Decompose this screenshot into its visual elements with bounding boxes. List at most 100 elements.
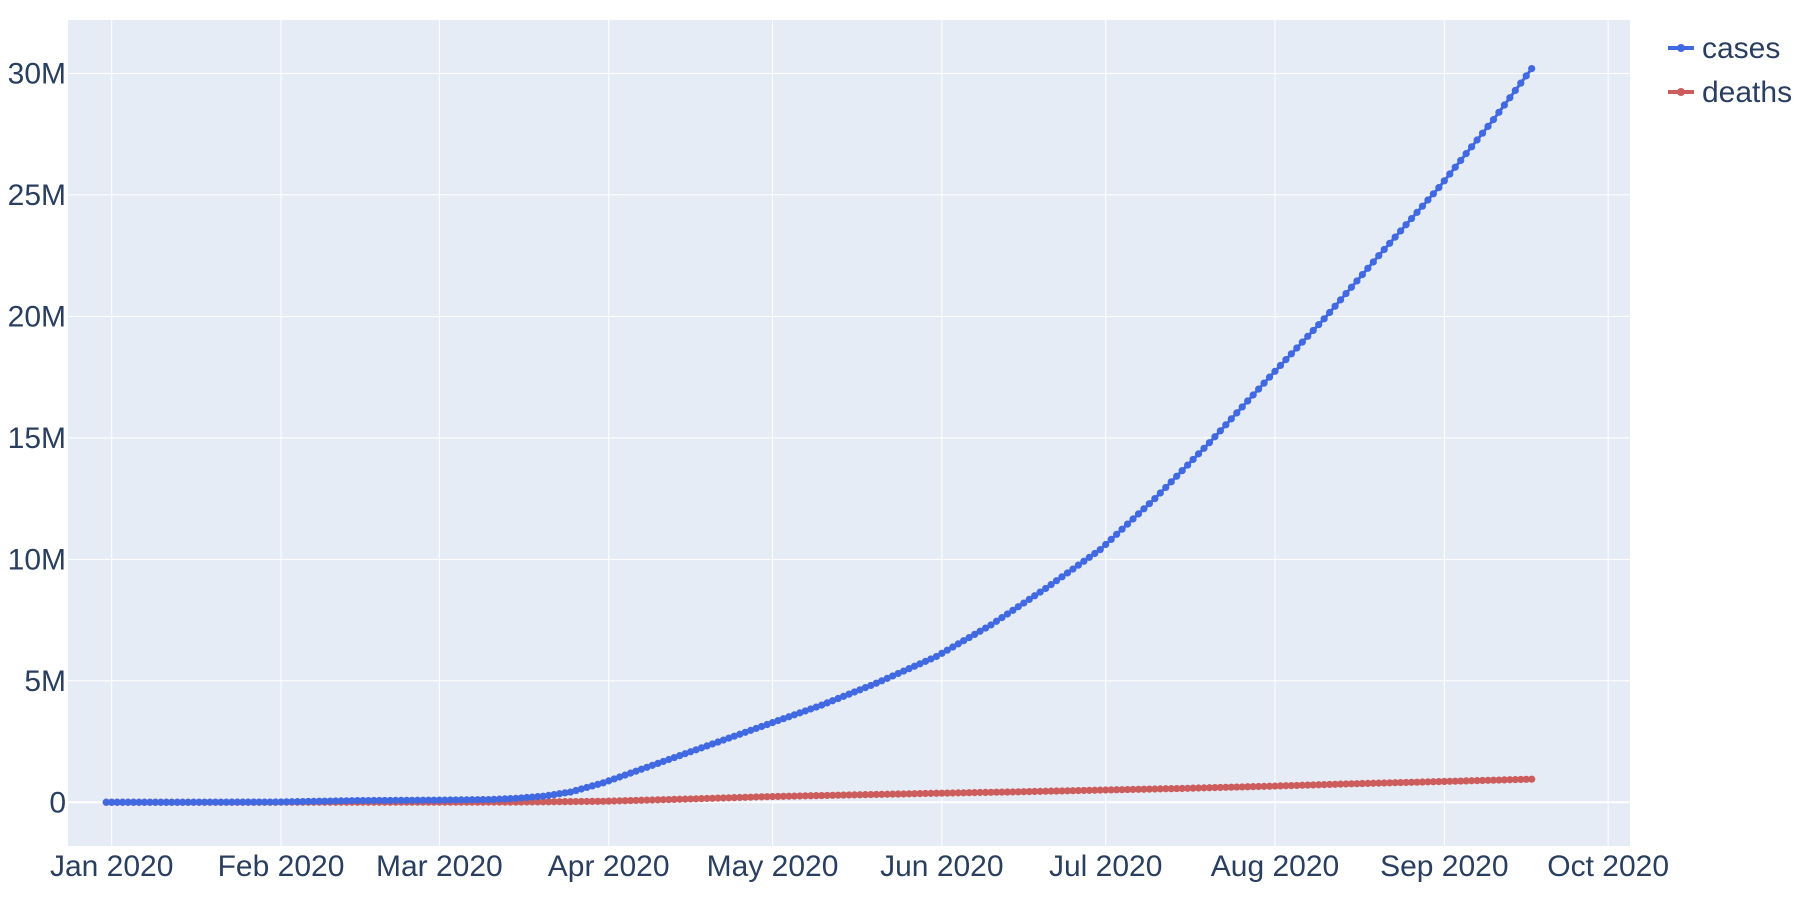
data-point bbox=[113, 798, 121, 806]
data-point bbox=[588, 797, 596, 806]
data-point bbox=[736, 793, 744, 802]
data-point bbox=[1216, 427, 1224, 435]
data-point bbox=[566, 798, 575, 806]
data-point bbox=[1446, 170, 1454, 178]
data-point bbox=[998, 614, 1006, 622]
data-point bbox=[1074, 786, 1082, 795]
data-point bbox=[1249, 783, 1257, 791]
data-point bbox=[129, 798, 138, 806]
data-point bbox=[714, 738, 722, 746]
data-point bbox=[1315, 321, 1323, 329]
data-point bbox=[1052, 787, 1061, 795]
data-point bbox=[1265, 782, 1274, 790]
data-point bbox=[1096, 786, 1104, 794]
data-point bbox=[834, 694, 842, 703]
data-point bbox=[1495, 776, 1503, 784]
y-tick-label: 15M bbox=[8, 422, 66, 455]
data-point bbox=[774, 792, 782, 801]
data-point bbox=[676, 752, 684, 760]
data-point bbox=[1304, 781, 1312, 789]
legend[interactable]: cases deaths bbox=[1668, 32, 1792, 109]
data-point bbox=[845, 690, 853, 698]
data-point bbox=[108, 798, 116, 806]
data-point bbox=[1457, 156, 1465, 165]
data-point bbox=[981, 624, 990, 632]
data-point bbox=[1031, 787, 1039, 796]
data-point bbox=[823, 791, 831, 800]
data-point bbox=[304, 797, 312, 806]
data-point bbox=[861, 684, 869, 692]
data-point bbox=[1391, 779, 1399, 787]
data-point bbox=[577, 785, 585, 793]
data-point bbox=[905, 665, 913, 673]
data-point bbox=[1036, 588, 1044, 596]
data-point bbox=[222, 798, 230, 806]
data-point bbox=[872, 790, 880, 799]
data-point bbox=[534, 798, 542, 806]
data-point bbox=[364, 796, 372, 805]
data-point bbox=[1211, 433, 1219, 441]
data-point bbox=[1287, 350, 1295, 358]
legend-item-cases[interactable]: cases bbox=[1668, 32, 1780, 65]
legend-item-deaths[interactable]: deaths bbox=[1668, 76, 1792, 109]
data-point bbox=[736, 730, 744, 738]
data-point bbox=[321, 797, 329, 805]
data-point bbox=[419, 796, 427, 804]
data-point bbox=[992, 788, 1001, 796]
data-point bbox=[839, 692, 848, 700]
data-point bbox=[1200, 784, 1208, 792]
data-point bbox=[1118, 786, 1126, 794]
data-point bbox=[719, 794, 727, 802]
data-point bbox=[916, 660, 924, 668]
data-point bbox=[446, 796, 454, 804]
data-point bbox=[441, 796, 449, 804]
data-point bbox=[1205, 439, 1214, 447]
data-point bbox=[1249, 391, 1257, 399]
y-tick-label: 20M bbox=[8, 300, 66, 333]
data-point bbox=[1309, 781, 1317, 789]
data-point bbox=[452, 796, 460, 804]
data-point bbox=[719, 736, 727, 744]
data-point bbox=[1457, 777, 1465, 785]
data-point bbox=[528, 793, 536, 801]
data-point bbox=[1189, 455, 1197, 464]
y-axis: 0 5M 10M 15M 20M 25M 30M bbox=[8, 57, 66, 819]
data-point bbox=[1484, 776, 1492, 784]
data-point bbox=[829, 791, 837, 799]
data-point bbox=[1091, 549, 1099, 558]
data-point bbox=[801, 792, 809, 800]
data-point bbox=[266, 798, 274, 806]
data-point bbox=[971, 630, 979, 639]
data-point bbox=[206, 798, 214, 806]
data-point bbox=[288, 798, 296, 806]
data-point bbox=[397, 796, 405, 804]
data-point bbox=[173, 798, 181, 806]
data-point bbox=[1468, 143, 1476, 151]
data-point bbox=[1265, 373, 1274, 381]
data-point bbox=[1413, 208, 1421, 216]
data-point bbox=[1424, 778, 1432, 786]
y-tick-label: 25M bbox=[8, 179, 66, 212]
data-point bbox=[1069, 787, 1077, 795]
data-point bbox=[1358, 271, 1366, 279]
data-point bbox=[1260, 782, 1268, 790]
data-point bbox=[1096, 546, 1104, 554]
data-point bbox=[905, 790, 913, 798]
data-point bbox=[1058, 573, 1066, 581]
data-point bbox=[1402, 778, 1410, 787]
data-point bbox=[938, 789, 946, 797]
data-point bbox=[342, 797, 351, 805]
data-point bbox=[687, 795, 695, 803]
legend-marker bbox=[1677, 44, 1685, 52]
data-point bbox=[692, 746, 700, 754]
data-point bbox=[910, 662, 919, 670]
data-point bbox=[1003, 788, 1011, 796]
data-point bbox=[774, 717, 782, 725]
data-point bbox=[282, 798, 291, 806]
data-point bbox=[583, 783, 591, 792]
data-point bbox=[889, 672, 897, 680]
data-point bbox=[1129, 785, 1137, 794]
data-point bbox=[561, 789, 569, 797]
data-point bbox=[763, 720, 771, 729]
data-point bbox=[474, 796, 482, 804]
